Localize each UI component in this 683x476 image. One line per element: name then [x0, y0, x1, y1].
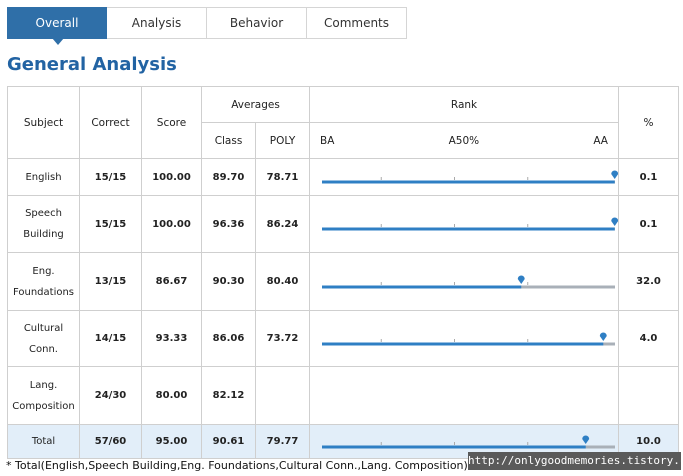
- rank-fill: [322, 227, 615, 231]
- header: POLY: [255, 122, 310, 159]
- rank-cell: [309, 366, 619, 425]
- rank-fill: [322, 180, 615, 184]
- table-row: Speech Building 15/15 100.00 96.36 86.24 0.1: [7, 195, 679, 253]
- rank-label: BA: [320, 134, 335, 147]
- rank-marker: [611, 217, 618, 226]
- value-cell: 89.70: [201, 158, 256, 196]
- pct-cell: 4.0: [618, 310, 679, 367]
- rank-marker: [517, 275, 525, 284]
- value-cell: 80.00: [141, 366, 202, 425]
- value-cell: 57/60: [79, 424, 142, 459]
- tab[interactable]: Overall: [7, 7, 107, 45]
- pct-cell: 0.1: [618, 195, 679, 253]
- footnote: * Total(English,Speech Building,Eng. Fou…: [6, 459, 468, 472]
- rank-bar: [322, 217, 618, 231]
- table-row: Total 57/60 95.00 90.61 79.77 10.0: [7, 424, 679, 459]
- value-cell: 100.00: [141, 195, 202, 253]
- pct-cell: 32.0: [618, 252, 679, 311]
- rank-label: AA: [593, 134, 608, 147]
- value-cell: 78.71: [255, 158, 310, 196]
- rank-cell: [309, 195, 619, 253]
- rank-bar: [322, 435, 615, 448]
- value-cell: 24/30: [79, 366, 142, 425]
- value-cell: 90.30: [201, 252, 256, 311]
- rank-bar: [322, 275, 615, 288]
- value-cell: 13/15: [79, 252, 142, 311]
- value-cell: 15/15: [79, 195, 142, 253]
- rank-bar: [322, 332, 615, 345]
- tab[interactable]: Behavior: [207, 7, 307, 39]
- header: Subject: [7, 86, 80, 159]
- rank-fill: [322, 285, 522, 288]
- value-cell: 90.61: [201, 424, 256, 459]
- value-cell: 14/15: [79, 310, 142, 367]
- subject-cell: Total: [7, 424, 80, 459]
- tab-bar: Overall Analysis Behavior Comments: [7, 7, 407, 45]
- value-cell: 86.24: [255, 195, 310, 253]
- section-title: General Analysis: [7, 54, 177, 75]
- tab[interactable]: Comments: [307, 7, 407, 39]
- rank-cell: [309, 310, 619, 367]
- table-row: English 15/15 100.00 89.70 78.71 0.1: [7, 158, 679, 196]
- header: Correct: [79, 86, 142, 159]
- subject-cell: English: [7, 158, 80, 196]
- rank-bar: [322, 170, 618, 184]
- value-cell: 79.77: [255, 424, 310, 459]
- rank-header: BA A50% AA: [309, 122, 619, 159]
- rank-cell: [309, 424, 619, 459]
- rank-fill: [322, 342, 604, 345]
- tab[interactable]: Analysis: [107, 7, 207, 39]
- value-cell: 100.00: [141, 158, 202, 196]
- header: Averages: [201, 86, 310, 123]
- subject-cell: Cultural Conn.: [7, 310, 80, 367]
- value-cell: 95.00: [141, 424, 202, 459]
- rank-cell: [309, 252, 619, 311]
- value-cell: 15/15: [79, 158, 142, 196]
- table-row: Cultural Conn. 14/15 93.33 86.06 73.72 4.0: [7, 310, 679, 367]
- header: Class: [201, 122, 256, 159]
- subject-cell: Lang. Composition: [7, 366, 80, 425]
- header: %: [618, 86, 679, 159]
- rank-cell: [309, 158, 619, 196]
- rank-marker: [611, 170, 618, 179]
- analysis-table: Subject Correct Score Averages Rank % Cl…: [7, 86, 679, 459]
- value-cell: [255, 366, 310, 425]
- value-cell: 86.06: [201, 310, 256, 367]
- value-cell: 73.72: [255, 310, 310, 367]
- rank-marker: [582, 435, 590, 444]
- value-cell: 93.33: [141, 310, 202, 367]
- table-row: Eng. Foundations 13/15 86.67 90.30 80.40 32.0: [7, 252, 679, 311]
- subject-cell: Speech Building: [7, 195, 80, 253]
- value-cell: 82.12: [201, 366, 256, 425]
- watermark: http://onlygoodmemories.tistory.com: [468, 452, 683, 470]
- value-cell: 86.67: [141, 252, 202, 311]
- pct-cell: [618, 366, 679, 425]
- pct-cell: 0.1: [618, 158, 679, 196]
- rank-marker: [599, 332, 607, 341]
- value-cell: 80.40: [255, 252, 310, 311]
- header: Rank: [309, 86, 619, 123]
- header: Score: [141, 86, 202, 159]
- table-row: Lang. Composition 24/30 80.00 82.12: [7, 366, 679, 425]
- rank-fill: [322, 445, 586, 448]
- value-cell: 96.36: [201, 195, 256, 253]
- rank-label: A50%: [448, 134, 480, 147]
- subject-cell: Eng. Foundations: [7, 252, 80, 311]
